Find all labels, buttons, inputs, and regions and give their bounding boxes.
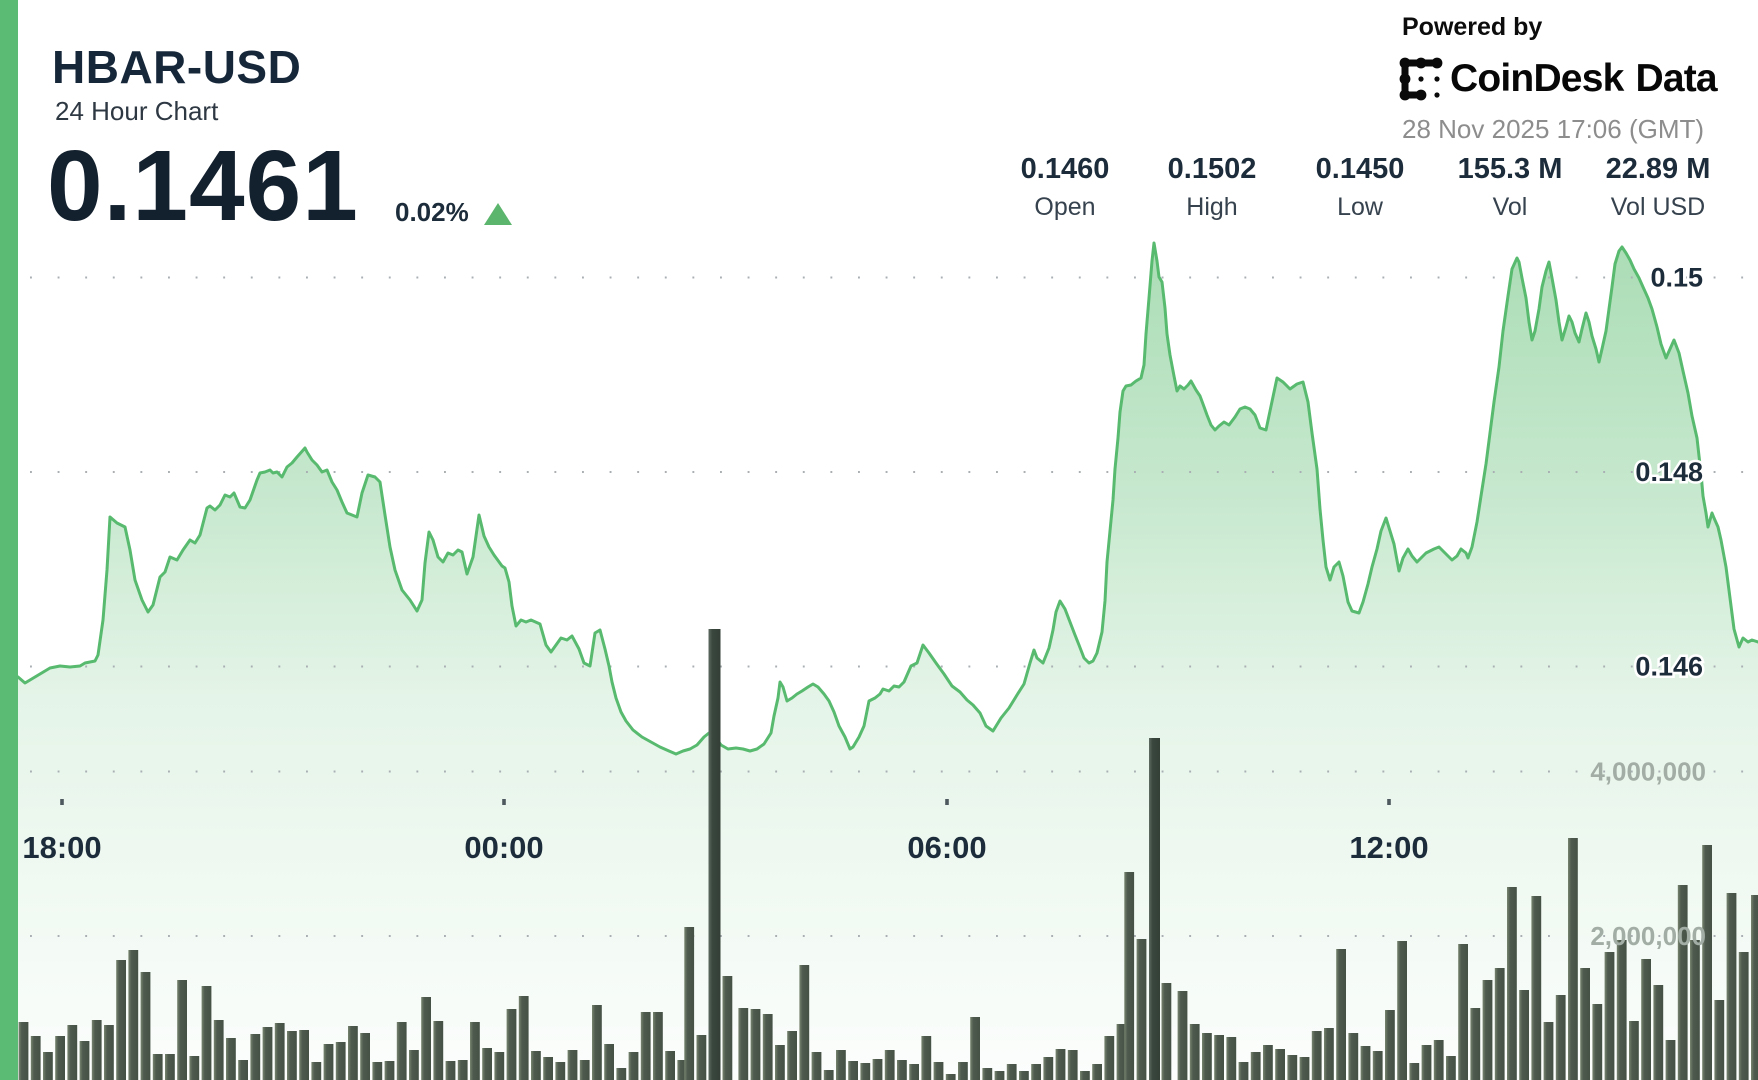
svg-text:2,000,000: 2,000,000 [1590,921,1706,951]
svg-text:0.148: 0.148 [1635,457,1703,487]
svg-text:0.146: 0.146 [1635,652,1703,682]
svg-text:06:00: 06:00 [907,830,986,865]
svg-text:0.15: 0.15 [1650,263,1703,293]
svg-text:4,000,000: 4,000,000 [1590,757,1706,787]
svg-text:12:00: 12:00 [1349,830,1428,865]
svg-text:18:00: 18:00 [22,830,101,865]
svg-text:00:00: 00:00 [464,830,543,865]
